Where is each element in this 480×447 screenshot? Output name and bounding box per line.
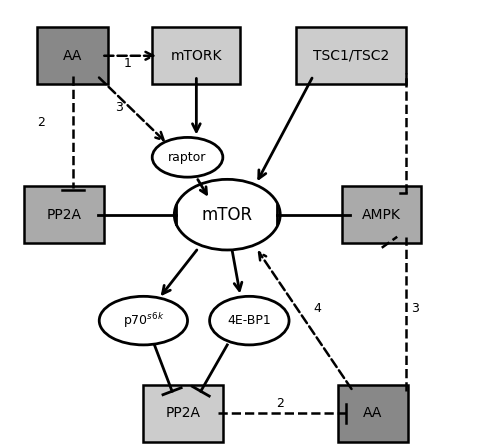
Text: PP2A: PP2A — [47, 208, 81, 222]
FancyBboxPatch shape — [37, 27, 108, 84]
Text: AA: AA — [63, 49, 82, 63]
Text: 2: 2 — [37, 116, 45, 129]
Text: PP2A: PP2A — [165, 406, 200, 420]
Text: AMPK: AMPK — [361, 208, 400, 222]
Ellipse shape — [209, 296, 288, 345]
FancyBboxPatch shape — [295, 27, 405, 84]
FancyBboxPatch shape — [24, 186, 103, 243]
Text: mTOR: mTOR — [201, 206, 252, 224]
FancyBboxPatch shape — [143, 384, 222, 442]
Text: 3: 3 — [114, 101, 122, 114]
Ellipse shape — [152, 137, 222, 177]
Text: p70$^{s6k}$: p70$^{s6k}$ — [122, 311, 164, 330]
Text: 4: 4 — [312, 302, 321, 315]
Text: 2: 2 — [275, 396, 283, 410]
Text: mTORK: mTORK — [170, 49, 222, 63]
Ellipse shape — [174, 179, 280, 250]
Text: raptor: raptor — [168, 151, 206, 164]
Text: 1: 1 — [123, 57, 131, 70]
Text: 4E-BP1: 4E-BP1 — [227, 314, 271, 327]
Text: 3: 3 — [410, 302, 419, 315]
Text: TSC1/TSC2: TSC1/TSC2 — [312, 49, 388, 63]
FancyBboxPatch shape — [337, 384, 408, 442]
FancyBboxPatch shape — [341, 186, 420, 243]
FancyBboxPatch shape — [152, 27, 240, 84]
Ellipse shape — [99, 296, 187, 345]
Text: AA: AA — [362, 406, 382, 420]
